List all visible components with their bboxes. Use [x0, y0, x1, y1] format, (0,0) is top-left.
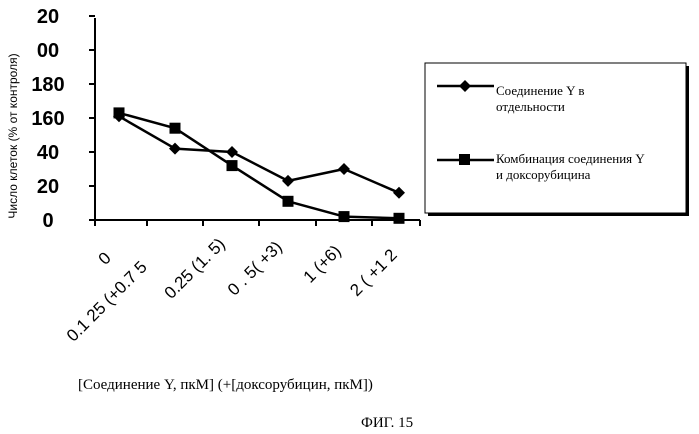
y-tick-label: 20: [37, 6, 59, 28]
y-tick-label: 40: [37, 142, 59, 164]
x-tick-label: 0.1 25 (+0.7 5: [63, 257, 151, 345]
legend-label-series-1-line-1: Соединение Y в: [496, 83, 584, 98]
plot-lines: [118, 111, 400, 220]
plot-markers: [113, 107, 405, 224]
x-tick-label: 0: [95, 248, 115, 268]
y-tick-label: 180: [31, 74, 64, 96]
y-tick-label: 0: [42, 210, 53, 232]
data-point-series-1: [338, 163, 350, 175]
legend-label-series-2-line-1: Комбинация соединения Y: [496, 151, 645, 166]
series-line-2: [118, 111, 400, 220]
legend-box-shadow-bottom: [428, 213, 689, 216]
y-axis: 0 20 40 160 180 00 20: [31, 6, 96, 232]
legend-marker-series-2: [459, 154, 470, 165]
data-point-series-2: [393, 212, 405, 224]
data-point-series-2: [282, 195, 294, 207]
legend-label-series-2-line-2: и доксорубицина: [496, 167, 591, 182]
x-axis-label: [Соединение Y, пкМ] (+[доксорубицин, пкМ…: [78, 377, 373, 393]
series-line-1: [118, 115, 400, 194]
data-point-series-2: [169, 122, 181, 134]
y-tick-label: 00: [37, 40, 59, 62]
data-point-series-1: [393, 186, 405, 199]
legend-label-series-1-line-2: отдельности: [496, 99, 565, 114]
y-axis-label: Число клеток (% от контроля): [6, 53, 20, 218]
data-point-series-1: [169, 142, 181, 155]
x-tick-label: 2 ( +1 2: [346, 245, 401, 300]
x-tick-label: 0 . 5( +3): [224, 237, 286, 299]
x-axis: 00.1 25 (+0.7 5 0.25 (1. 5)0 . 5( +3) 1 (+…: [63, 219, 421, 345]
data-point-series-1: [282, 174, 294, 187]
data-point-series-2: [226, 160, 238, 172]
x-tick-label: 0.25 (1. 5): [161, 234, 229, 302]
x-tick-label: 1 (+6): [300, 241, 345, 286]
legend: Соединение Y в отдельности Комбинация со…: [424, 62, 689, 216]
y-tick-label: 20: [37, 176, 59, 198]
data-point-series-2: [338, 211, 350, 223]
data-point-series-1: [226, 146, 238, 158]
y-tick-label: 160: [31, 108, 64, 130]
data-point-series-2: [113, 107, 125, 119]
legend-box-shadow-right: [686, 66, 689, 216]
figure-caption: ФИГ. 15: [361, 415, 413, 431]
legend-marker-series-1: [459, 80, 471, 92]
